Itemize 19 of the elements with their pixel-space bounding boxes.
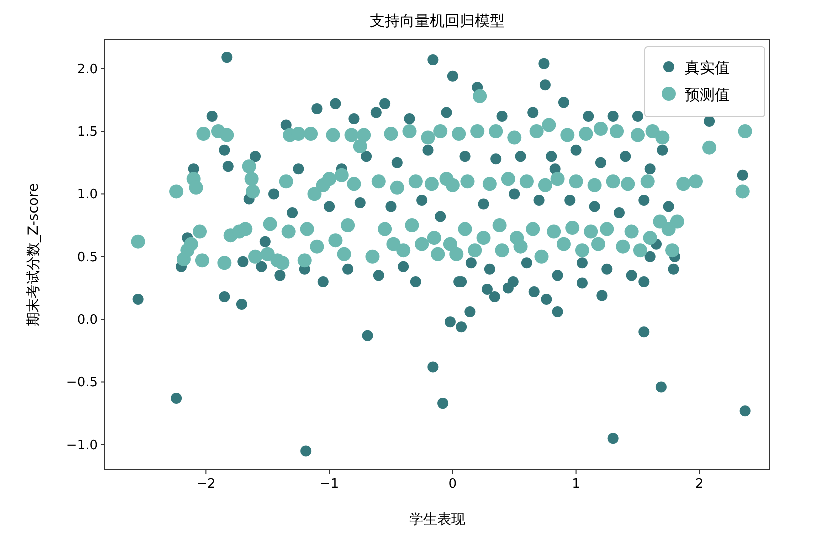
- x-tick-label: 2: [696, 477, 704, 492]
- y-tick-label: 1.5: [77, 125, 98, 140]
- y-tick-label: 0.0: [77, 313, 98, 328]
- y-tick-label: 2.0: [77, 62, 98, 78]
- x-tick-label: −2: [196, 477, 216, 492]
- legend-label: 预测值: [685, 86, 730, 104]
- legend-label: 真实值: [685, 59, 730, 77]
- x-axis-title: 学生表现: [410, 512, 466, 528]
- y-tick-label: 0.5: [77, 250, 98, 266]
- x-tick-label: 1: [572, 477, 580, 492]
- y-tick-label: 1.0: [77, 188, 98, 203]
- y-tick-label: −0.5: [66, 376, 98, 391]
- chart-title: 支持向量机回归模型: [370, 12, 505, 30]
- x-tick-label: −1: [320, 477, 340, 492]
- y-tick-label: −1.0: [66, 438, 98, 454]
- legend-item: 真实值: [664, 59, 730, 77]
- y-axis-title: 期末考试分数_Z-score: [26, 183, 42, 327]
- x-tick-label: 0: [448, 477, 458, 492]
- legend-item: 预测值: [662, 86, 730, 104]
